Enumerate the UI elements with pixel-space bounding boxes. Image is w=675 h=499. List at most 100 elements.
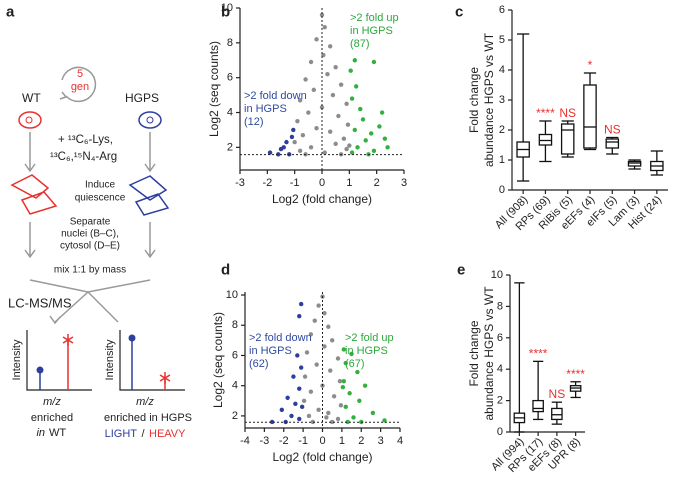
- y-axis-title: Fold change: [467, 320, 481, 386]
- data-point: [322, 24, 327, 30]
- significance: *: [588, 58, 593, 72]
- y-tick-label: 2: [497, 395, 503, 407]
- y-tick-label: 8: [497, 300, 503, 312]
- annotation: in HGPS: [345, 345, 388, 357]
- wt-cell: [18, 111, 42, 129]
- data-point: [349, 150, 355, 155]
- step-text: mix 1:1 by mass: [54, 265, 126, 276]
- method-label: LC-MS/MS: [8, 296, 72, 311]
- data-point: [338, 403, 344, 408]
- annotation: in HGPS: [244, 103, 287, 115]
- data-point: [382, 136, 388, 141]
- y-tick-label: 4: [497, 363, 503, 375]
- annotation: >2 fold up: [350, 12, 399, 24]
- data-point: [284, 139, 289, 145]
- arrows: [24, 132, 156, 173]
- data-point: [336, 113, 341, 119]
- x-tick-label: 1: [339, 435, 345, 447]
- panel-label: a: [6, 4, 15, 21]
- light-label: LIGHT: [105, 428, 138, 440]
- hgps-label: HGPS: [125, 91, 159, 105]
- annotation: (12): [244, 116, 264, 128]
- data-point: [297, 313, 302, 319]
- data-point: [337, 378, 343, 384]
- data-point: [328, 368, 333, 373]
- data-point: [348, 68, 353, 73]
- data-point: [289, 413, 294, 419]
- spectrum-axes: [119, 330, 185, 391]
- data-point: [355, 145, 360, 150]
- data-point: [319, 105, 325, 110]
- x-tick-label: -2: [279, 435, 289, 447]
- step-text: nuclei (B–C),: [61, 229, 119, 240]
- y-tick-label: 0: [497, 426, 503, 438]
- x-tick-label: -3: [235, 177, 245, 189]
- step-text: quiescence: [75, 193, 126, 204]
- y-tick-label: 10: [226, 289, 238, 301]
- x-tick-label: 2: [358, 435, 364, 447]
- y-tick-label: 2: [499, 124, 505, 136]
- generation-number: 5: [77, 68, 83, 80]
- data-point: [289, 134, 295, 140]
- data-point: [355, 369, 360, 375]
- y-tick-label: 8: [232, 319, 238, 331]
- data-point: [352, 58, 357, 63]
- data-point: [371, 148, 377, 154]
- data-point: [308, 59, 314, 65]
- x-tick-label: 0: [319, 177, 325, 189]
- panel-label: e: [457, 262, 465, 279]
- y-tick-label: 10: [221, 2, 233, 14]
- data-point: [349, 96, 355, 101]
- data-point: [325, 71, 330, 77]
- arrows: [24, 222, 156, 259]
- box: [605, 138, 620, 149]
- annotation: (62): [249, 358, 269, 370]
- panel-label: b: [221, 4, 230, 21]
- data-point: [308, 389, 314, 394]
- data-point: [299, 404, 305, 410]
- data-point: [314, 125, 319, 131]
- data-point: [308, 332, 314, 337]
- x-tick-label: 2: [374, 177, 380, 189]
- panel-label: c: [455, 4, 463, 21]
- y-tick-label: 3: [499, 94, 505, 106]
- data-point: [344, 146, 349, 152]
- data-point: [306, 110, 311, 115]
- box: [538, 133, 553, 146]
- data-point: [322, 150, 327, 155]
- x-tick-label: -4: [240, 435, 250, 447]
- x-tick-label: 1: [346, 177, 352, 189]
- data-point: [371, 59, 377, 65]
- data-point: [291, 127, 296, 133]
- data-point: [319, 12, 325, 18]
- data-point: [295, 119, 300, 124]
- data-point: [343, 360, 348, 366]
- data-point: [298, 301, 304, 307]
- y-axis-title: Fold change: [467, 67, 481, 133]
- x-axis-title: Log2 (fold change): [272, 192, 372, 206]
- box: [551, 407, 563, 421]
- label-arg: ¹³C₆,¹⁵N₄-Arg: [50, 151, 117, 163]
- data-point: [360, 117, 366, 122]
- light-peak-head: [36, 366, 44, 374]
- x-axis-title: Log2 (fold change): [272, 450, 372, 464]
- caption: enriched in HGPS: [104, 412, 192, 424]
- data-point: [349, 351, 354, 357]
- y-tick-label: 2: [227, 141, 233, 153]
- data-point: [303, 77, 308, 82]
- heavy-peak-head: [159, 372, 171, 384]
- y-tick-label: 6: [497, 332, 503, 344]
- data-point: [362, 383, 368, 388]
- data-point: [292, 139, 297, 145]
- data-point: [304, 350, 310, 355]
- wt-cells: [10, 174, 58, 215]
- annotation: >2 fold down: [249, 332, 312, 344]
- data-point: [267, 150, 273, 155]
- data-point: [276, 152, 281, 157]
- x-tick-label: 3: [401, 177, 407, 189]
- data-point: [379, 110, 385, 115]
- data-point: [316, 303, 321, 308]
- data-point: [330, 92, 336, 98]
- data-point: [293, 401, 298, 407]
